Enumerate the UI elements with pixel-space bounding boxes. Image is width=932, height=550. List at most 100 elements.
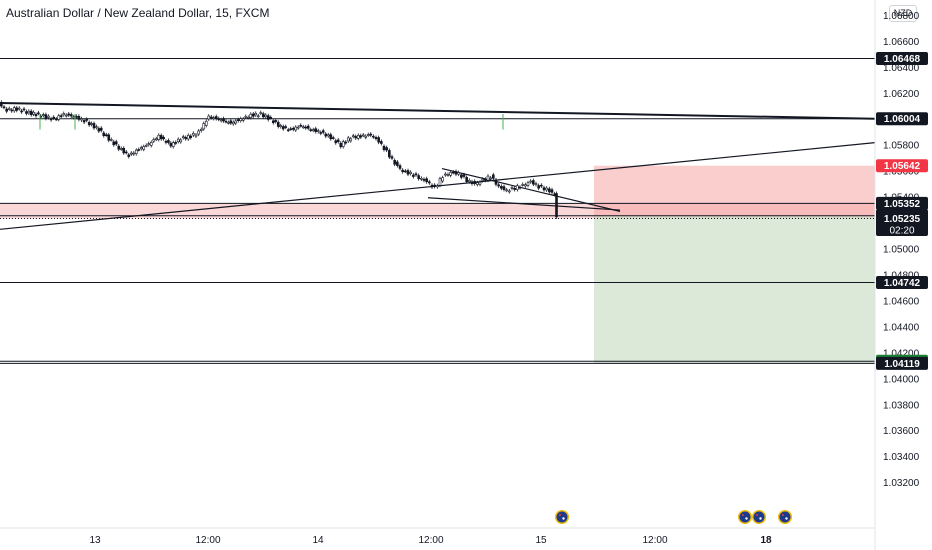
- candle[interactable]: [142, 144, 146, 152]
- candle[interactable]: [274, 118, 278, 124]
- candle[interactable]: [417, 173, 420, 181]
- candle[interactable]: [186, 133, 190, 141]
- candle[interactable]: [112, 139, 116, 147]
- candle[interactable]: [385, 145, 388, 153]
- candle[interactable]: [192, 131, 195, 137]
- candle[interactable]: [470, 179, 474, 186]
- candle[interactable]: [181, 134, 185, 140]
- candle[interactable]: [462, 172, 466, 179]
- candle[interactable]: [359, 133, 363, 140]
- trendline-3[interactable]: [427, 197, 621, 211]
- candle[interactable]: [341, 139, 345, 149]
- candle[interactable]: [441, 175, 444, 183]
- event-flag-icon[interactable]: [555, 510, 569, 524]
- candle[interactable]: [396, 159, 399, 168]
- candle[interactable]: [102, 130, 106, 138]
- candle[interactable]: [438, 176, 442, 188]
- candle[interactable]: [380, 139, 383, 146]
- candle[interactable]: [179, 138, 183, 144]
- candle[interactable]: [207, 114, 211, 121]
- candle[interactable]: [534, 181, 538, 187]
- trendline-0[interactable]: [0, 102, 876, 120]
- candle[interactable]: [34, 112, 38, 118]
- candle[interactable]: [344, 140, 348, 145]
- candle[interactable]: [259, 110, 263, 116]
- candle[interactable]: [219, 117, 223, 123]
- candle[interactable]: [513, 186, 516, 192]
- candle[interactable]: [49, 116, 53, 122]
- candle[interactable]: [306, 124, 310, 131]
- candle[interactable]: [159, 133, 163, 141]
- candle[interactable]: [197, 129, 200, 137]
- candle[interactable]: [134, 148, 138, 156]
- candle[interactable]: [124, 150, 128, 155]
- candle[interactable]: [354, 134, 358, 140]
- candle[interactable]: [497, 182, 500, 188]
- candle[interactable]: [7, 106, 11, 111]
- candle[interactable]: [369, 132, 373, 138]
- candle[interactable]: [500, 184, 503, 191]
- candle[interactable]: [184, 135, 188, 141]
- zone-2[interactable]: [594, 215, 875, 364]
- candle[interactable]: [336, 137, 340, 144]
- candle[interactable]: [542, 185, 546, 192]
- candle[interactable]: [82, 118, 86, 125]
- candle[interactable]: [484, 177, 487, 183]
- candle[interactable]: [524, 182, 527, 188]
- candle[interactable]: [301, 124, 305, 129]
- candle[interactable]: [465, 175, 468, 184]
- candle[interactable]: [518, 185, 522, 190]
- candle[interactable]: [59, 113, 63, 119]
- candle[interactable]: [406, 168, 410, 177]
- candle[interactable]: [2, 104, 6, 110]
- candle[interactable]: [107, 132, 111, 143]
- candle[interactable]: [505, 187, 508, 193]
- candle[interactable]: [361, 132, 365, 138]
- candle[interactable]: [132, 151, 136, 156]
- zone-1[interactable]: [594, 165, 875, 216]
- candle[interactable]: [398, 163, 402, 171]
- candle[interactable]: [516, 183, 519, 192]
- candle[interactable]: [77, 114, 81, 122]
- candle[interactable]: [486, 174, 490, 183]
- candle[interactable]: [476, 180, 479, 187]
- candle[interactable]: [17, 106, 21, 111]
- candle[interactable]: [5, 107, 8, 114]
- candle[interactable]: [212, 115, 216, 121]
- candle[interactable]: [174, 140, 178, 145]
- candle[interactable]: [393, 158, 396, 167]
- candle[interactable]: [269, 115, 273, 120]
- candle[interactable]: [526, 180, 530, 188]
- candle[interactable]: [334, 138, 338, 145]
- candle[interactable]: [428, 179, 431, 185]
- candle[interactable]: [54, 116, 58, 121]
- candle[interactable]: [444, 172, 447, 177]
- candle[interactable]: [236, 117, 240, 123]
- candle[interactable]: [109, 137, 113, 142]
- candle[interactable]: [286, 127, 290, 132]
- candle[interactable]: [222, 116, 225, 123]
- candle[interactable]: [324, 132, 328, 139]
- trendline-2[interactable]: [441, 167, 621, 212]
- candle[interactable]: [176, 137, 180, 144]
- candle[interactable]: [481, 177, 484, 183]
- candle[interactable]: [261, 111, 265, 119]
- candle[interactable]: [319, 130, 323, 136]
- candle[interactable]: [117, 144, 121, 152]
- candle[interactable]: [372, 134, 375, 139]
- candle[interactable]: [401, 168, 404, 174]
- candle[interactable]: [69, 112, 73, 119]
- candle[interactable]: [364, 134, 368, 140]
- candle[interactable]: [555, 191, 558, 219]
- candle[interactable]: [85, 117, 88, 123]
- candle[interactable]: [229, 118, 233, 126]
- candle[interactable]: [329, 132, 333, 141]
- candle[interactable]: [32, 110, 35, 117]
- candle[interactable]: [227, 120, 230, 125]
- candle[interactable]: [204, 119, 208, 128]
- candle[interactable]: [202, 121, 206, 131]
- candle[interactable]: [22, 106, 26, 112]
- candle[interactable]: [489, 175, 492, 181]
- currency-badge[interactable]: NZD: [889, 5, 917, 22]
- candle[interactable]: [508, 188, 511, 194]
